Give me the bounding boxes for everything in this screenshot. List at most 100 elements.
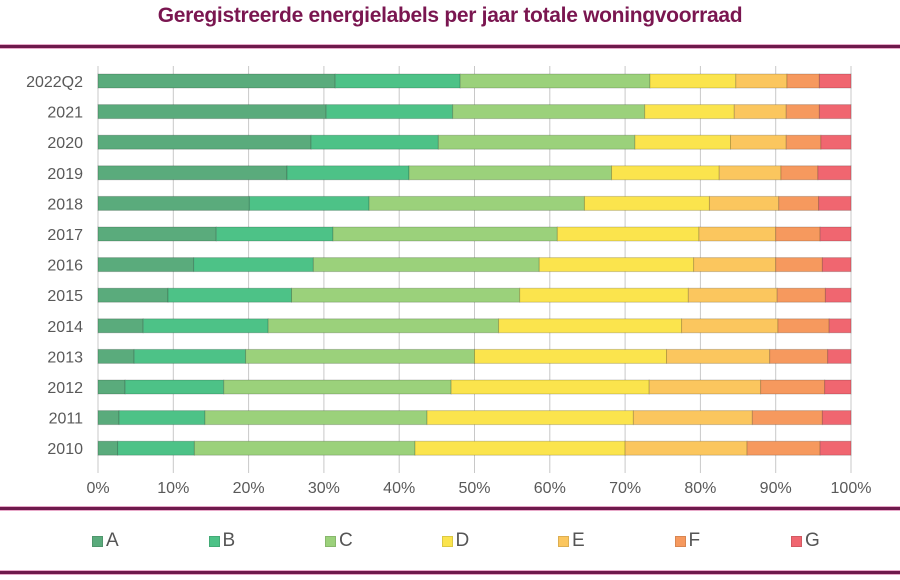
bar-segment-d [583,195,710,211]
bar-segment-d [474,348,668,364]
y-category-label: 2020 [47,135,83,152]
bar-segment-d [556,226,700,242]
bar-segment-g [821,410,852,426]
bar-segment-c [245,348,475,364]
bar-segment-b [118,410,206,426]
legend-label: A [106,530,119,551]
legend: A B C D E F G [0,530,900,554]
bar-segment-d [634,134,732,150]
bar-segment-c [452,104,646,120]
bar-segment-e [632,410,753,426]
bar-segment-f [785,134,822,150]
legend-item-g: G [791,530,820,552]
bar-segment-g [818,195,852,211]
legend-swatch [441,535,453,547]
legend-item-f: F [674,530,701,552]
bar-segment-c [204,410,428,426]
bar-segment-f [775,226,821,242]
bar-segment-a [97,287,169,303]
bar-segment-f [777,318,830,334]
bar-segment-d [611,165,720,181]
bar-segment-a [97,440,119,456]
bar-segment-a [97,195,250,211]
bar-segment-f [776,287,826,303]
bar-segment-g [824,379,852,395]
bar-segment-c [437,134,636,150]
bar-segment-a [97,73,336,89]
bar-segment-f [775,257,823,273]
bar-segment-g [824,287,852,303]
stacked-bar-chart: 0% 10% 20% 30% 40% 50% 60% 70% 80% 90% 100% 2022Q2 2… [26,66,872,497]
bar-segment-c [223,379,452,395]
bar-segment-b [133,348,247,364]
legend-item-c: C [325,530,353,552]
bar-segment-g [820,134,852,150]
y-category-label: 2015 [47,288,83,305]
bar-segment-b [167,287,293,303]
legend-label: F [688,530,701,551]
legend-item-a: A [92,530,119,552]
bar-segment-e [687,287,778,303]
y-category-label: 2018 [47,196,83,213]
bar-segment-e [624,440,748,456]
bar-segment-f [769,348,829,364]
x-tick-label: 90% [760,480,792,497]
bar-segment-a [97,134,312,150]
legend-item-e: E [558,530,585,552]
bar-segment-d [649,73,737,89]
bar-segment-b [142,318,269,334]
bar-segment-e [733,104,787,120]
bar-segment-d [538,257,695,273]
bar-segment-g [828,318,852,334]
legend-swatch [791,535,802,547]
y-category-label: 2019 [47,166,83,183]
legend-top-divider [0,506,900,511]
bar-segment-a [97,348,135,364]
legend-label: D [455,530,470,551]
bar-segment-a [97,226,217,242]
x-tick-label: 60% [534,480,566,497]
x-tick-label: 100% [831,480,872,497]
bar-segment-g [821,257,852,273]
x-tick-label: 20% [233,480,265,497]
legend-swatch [325,535,336,547]
bar-segment-f [785,104,820,120]
bar-segment-f [751,410,823,426]
bar-segment-b [117,440,195,456]
bar-segment-g [817,165,852,181]
y-category-label: 2022Q2 [26,74,83,91]
bar-segment-b [286,165,410,181]
bar-segment-d [498,318,683,334]
bar-segment-f [760,379,826,395]
x-tick-label: 40% [383,480,415,497]
legend-item-d: D [441,530,470,552]
bar-segment-e [666,348,771,364]
y-category-label: 2012 [47,380,83,397]
legend-swatch [92,535,103,547]
legend-label: E [572,530,585,551]
bar-segment-g [827,348,852,364]
bar-segment-f [746,440,821,456]
bar-segment-c [408,165,613,181]
bar-segment-b [248,195,370,211]
x-tick-label: 30% [308,480,340,497]
bar-segment-d [426,410,634,426]
y-category-label: 2021 [47,105,83,122]
bar-segment-g [818,73,852,89]
bar-segment-f [778,195,820,211]
bar-segment-a [97,410,120,426]
bar-segment-a [97,104,327,120]
bar-segment-e [735,73,788,89]
bar-segment-a [97,257,195,273]
bar-segment-e [681,318,779,334]
bar-segment-c [193,440,416,456]
y-category-label: 2014 [47,319,83,336]
y-category-label: 2017 [47,227,83,244]
bar-segment-d [414,440,626,456]
bar-segment-d [519,287,689,303]
bar-segment-b [334,73,461,89]
bar-segment-b [193,257,314,273]
chart-title: Geregistreerde energielabels per jaar to… [157,4,743,27]
legend-swatch [208,535,220,547]
legend-label: C [339,530,353,551]
